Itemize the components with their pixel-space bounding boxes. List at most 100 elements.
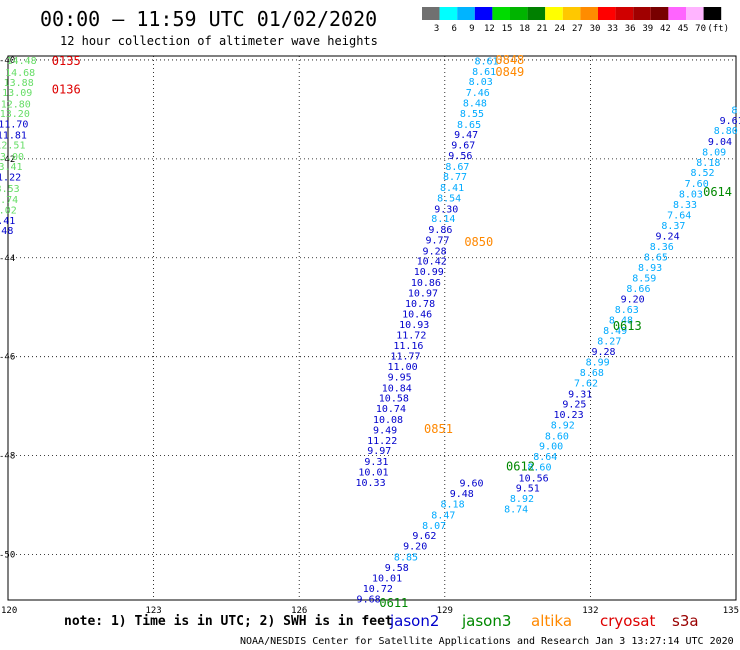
swh-value: 8.49 [603,326,627,337]
colorbar-label: 36 [625,24,636,34]
swh-value: 9.04 [708,137,732,148]
colorbar-swatch [668,7,686,20]
swh-value: 8.61 [472,67,496,78]
color-bar: 3 6 9 12 15 18 21 24 27 30 33 36 39 42 45 70 (ft) [422,7,729,34]
swh-value: 9.47 [454,130,478,141]
swh-value: 8.47 [431,510,455,521]
footer-note: note: 1) Time is in UTC; 2) SWH is in fe… [64,614,393,629]
swh-value: 9.60 [459,478,483,489]
colorbar-swatch [510,7,528,20]
time-label: 0848 [495,53,524,67]
swh-value: 9.24 [656,232,680,243]
swh-value: 8.09 [702,147,726,158]
swh-value: 8.48 [609,316,633,327]
swh-value: 8.27 [597,336,621,347]
colorbar-swatch [545,7,563,20]
swh-value: 9.25 [562,400,586,411]
lon-tick-label: 132 [582,606,598,616]
lat-tick-label: -46 [0,353,15,363]
swh-value: 9.48 [450,489,474,500]
colorbar-label: (ft) [707,24,729,34]
colorbar-label: 9 [469,24,474,34]
swh-value: 8.52 [690,168,714,179]
swh-value: 10.42 [417,257,447,268]
colorbar-swatch [703,7,722,20]
time-label: 0612 [506,459,535,473]
colorbar-swatch [686,7,704,20]
swh-value: 8.92 [551,420,575,431]
colorbar-label: 42 [660,24,671,34]
swh-value: 8.99 [586,358,610,369]
swh-value: 12.74 [0,195,18,206]
swh-value: 10.84 [382,383,412,394]
swh-value: 9.20 [621,294,645,305]
swh-value: 9.58 [385,563,409,574]
lon-tick-label: 126 [291,606,307,616]
swh-value: 10.46 [402,310,432,321]
swh-value: 8.07 [422,521,446,532]
colorbar-swatch [650,7,669,20]
swh-value: 9.86 [428,225,452,236]
swh-value: 9.30 [434,204,458,215]
legend-jason2: jason2 [389,612,439,630]
colorbar-swatch [457,7,475,20]
colorbar-label: 18 [519,24,530,34]
colorbar-label: 12 [484,24,495,34]
swh-value: 11.22 [0,173,21,184]
lat-tick-label: -40 [0,56,15,66]
swh-value: 8.18 [441,500,465,511]
swh-value: 9.20 [403,542,427,553]
swh-value: 8.60 [527,462,551,473]
lon-tick-label: 129 [437,606,453,616]
axis-labels: -40 -42 -44 -46 -48 -50 120 123 126 129 132 135 [0,56,739,616]
swh-value: 10.23 [554,410,584,421]
lon-tick-label: 135 [723,606,739,616]
colorbar-label: 21 [537,24,548,34]
swh-value: 8.37 [661,221,685,232]
swh-value: 8.80 [714,126,738,137]
swh-value: 13.53 [0,184,20,195]
swh-value: 8.64 [533,452,557,463]
swh-value: 11.00 [388,362,418,373]
swh-value: 8. [731,105,740,116]
swh-value: 8.55 [460,109,484,120]
colorbar-swatch [615,7,634,20]
swh-value: 13.09 [2,88,32,99]
swh-value: 8.65 [644,252,668,263]
swh-value: 11.16 [393,341,423,352]
time-label: 0611 [379,596,408,610]
swh-value: 8.93 [638,263,662,274]
swh-value: 12.80 [1,99,31,110]
swh-value: 8.59 [632,274,656,285]
time-label: 0136 [52,83,81,97]
swh-value: 9.28 [423,246,447,257]
colorbar-swatch [492,7,510,20]
swh-value: 11.77 [390,352,420,363]
swh-value: 10.08 [373,415,403,426]
swh-value: 11.81 [0,131,27,142]
colorbar-label: 24 [554,24,565,34]
footer-credit: NOAA/NESDIS Center for Satellite Applica… [240,636,734,647]
lon-tick-label: 120 [1,606,17,616]
swh-value: 8.41 [440,183,464,194]
swh-value: 11.41 [0,216,15,227]
swh-value: 10.33 [355,478,385,489]
swh-value: 9.31 [364,457,388,468]
colorbar-swatch [598,7,616,20]
swh-value: 12.02 [0,205,17,216]
time-label: 0849 [495,65,524,79]
swh-value: 10.97 [408,288,438,299]
time-label: 0135 [52,54,81,68]
time-label: 0850 [464,235,493,249]
lat-tick-label: -42 [0,155,15,165]
satellite-tracks: 14.4814.6813.8813.0912.8013.2011.7011.81… [0,56,740,606]
swh-value: 9.77 [425,235,449,246]
time-label: 0613 [613,319,642,333]
colorbar-label: 39 [642,24,653,34]
swh-value: 9.68 [357,595,381,606]
swh-value: 9.00 [539,442,563,453]
colorbar-label: 15 [502,24,513,34]
legend-cryosat: cryosat [600,612,655,630]
